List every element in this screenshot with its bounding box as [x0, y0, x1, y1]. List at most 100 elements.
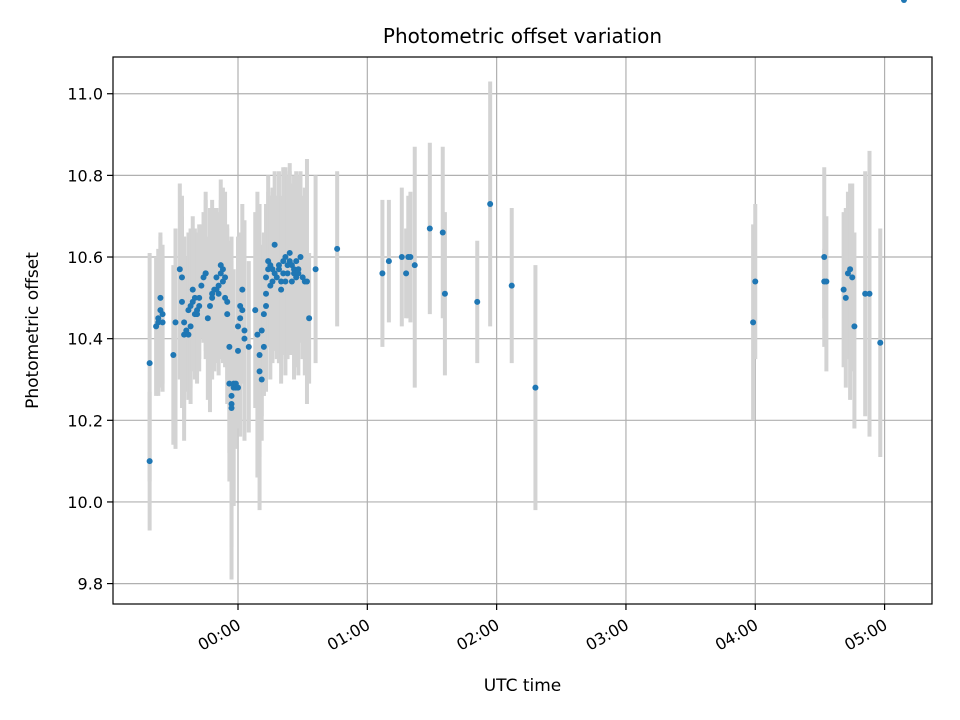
data-point — [823, 278, 830, 285]
data-point — [189, 286, 196, 293]
data-point — [877, 339, 884, 346]
data-point — [224, 298, 231, 305]
data-point — [254, 331, 261, 338]
data-point — [228, 405, 235, 412]
data-point — [196, 303, 203, 310]
data-point — [215, 290, 222, 297]
data-point — [196, 294, 203, 301]
data-point — [840, 286, 847, 293]
data-point — [273, 274, 280, 281]
data-point — [269, 278, 276, 285]
data-point — [750, 319, 757, 326]
data-point — [252, 307, 259, 314]
data-point — [288, 278, 295, 285]
y-tick-label: 10.0 — [67, 493, 103, 512]
data-point — [821, 254, 828, 261]
y-tick-label: 10.4 — [67, 330, 103, 349]
data-point — [202, 270, 209, 277]
data-point — [172, 319, 179, 326]
data-point — [263, 303, 270, 310]
y-axis-label: Photometric offset — [23, 252, 43, 409]
data-point — [235, 347, 242, 354]
data-point — [222, 274, 229, 281]
data-point — [258, 327, 265, 334]
data-point — [237, 315, 244, 322]
data-point — [258, 376, 265, 383]
data-point — [198, 282, 205, 289]
data-point — [306, 315, 313, 322]
data-point — [297, 254, 304, 261]
data-point — [176, 266, 183, 273]
data-point — [226, 380, 233, 387]
data-point — [209, 294, 216, 301]
data-point — [226, 343, 233, 350]
data-point — [439, 229, 446, 236]
data-point — [206, 303, 213, 310]
plot-frame — [112, 56, 933, 605]
data-point — [398, 254, 405, 261]
data-point — [849, 274, 856, 281]
y-tick-label: 10.2 — [67, 411, 103, 430]
data-point — [260, 343, 267, 350]
data-point — [213, 274, 220, 281]
data-point — [159, 311, 166, 318]
data-point — [187, 323, 194, 330]
data-point — [241, 335, 248, 342]
y-tick-label: 10.8 — [67, 166, 103, 185]
data-point — [851, 323, 858, 330]
data-point — [280, 270, 287, 277]
data-point — [385, 258, 392, 265]
data-point — [178, 274, 185, 281]
data-point — [228, 392, 235, 399]
data-point — [271, 241, 278, 248]
y-tick-label: 11.0 — [67, 85, 103, 104]
data-point — [241, 327, 248, 334]
data-point — [752, 278, 759, 285]
data-point — [293, 258, 300, 265]
data-point — [185, 331, 192, 338]
data-point — [847, 266, 854, 273]
data-point — [862, 290, 869, 297]
y-tick-label: 10.6 — [67, 248, 103, 267]
data-point — [403, 270, 410, 277]
data-point — [263, 274, 270, 281]
data-point — [282, 278, 289, 285]
data-point — [284, 270, 291, 277]
data-point — [426, 225, 433, 232]
data-point — [295, 266, 302, 273]
data-point — [275, 262, 282, 269]
x-axis-label: UTC time — [484, 676, 562, 696]
data-point — [842, 294, 849, 301]
data-point — [155, 315, 162, 322]
data-point — [181, 319, 188, 326]
data-point — [286, 249, 293, 256]
data-point — [508, 282, 515, 289]
data-point — [379, 270, 386, 277]
data-point — [260, 311, 267, 318]
data-point — [215, 282, 222, 289]
data-point — [191, 294, 198, 301]
y-tick-label: 9.8 — [78, 575, 103, 594]
data-point — [146, 360, 153, 367]
data-point — [532, 384, 539, 391]
data-point — [146, 458, 153, 465]
data-point — [334, 245, 341, 252]
data-point — [157, 294, 164, 301]
data-point — [235, 323, 242, 330]
data-point — [178, 298, 185, 305]
data-point — [474, 298, 481, 305]
data-point — [235, 384, 242, 391]
data-point — [239, 286, 246, 293]
data-point — [487, 200, 494, 207]
data-point — [312, 266, 319, 273]
data-point — [224, 311, 231, 318]
data-point — [282, 254, 289, 261]
data-point — [278, 278, 285, 285]
data-point — [245, 343, 252, 350]
data-point — [204, 315, 211, 322]
data-point — [900, 0, 907, 3]
data-point — [407, 254, 414, 261]
chart-title: Photometric offset variation — [383, 24, 662, 48]
